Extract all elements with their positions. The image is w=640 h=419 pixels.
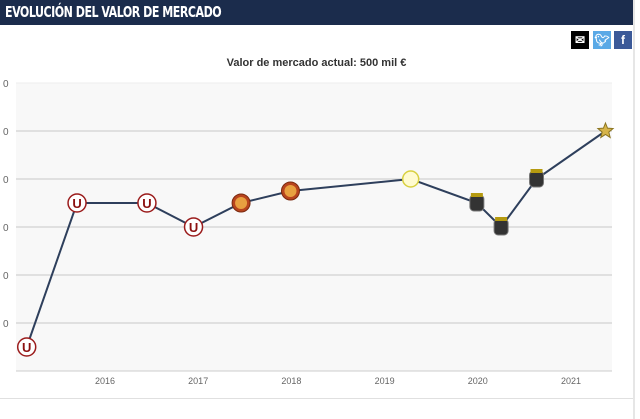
club-crest-letter: U [189,220,198,235]
x-tick-label: 2020 [468,376,488,386]
club-crest-crown [495,217,508,221]
facebook-icon[interactable]: f [614,31,632,49]
x-tick-label: 2017 [188,376,208,386]
club-crest-letter: U [72,196,81,211]
club-crest-marker [596,121,615,139]
club-crest-marker [493,218,509,236]
y-tick-label: 0 [3,271,9,282]
envelope-icon[interactable]: ✉ [571,31,589,49]
twitter-icon[interactable]: 🐦︎ [593,31,611,49]
club-crest-letter: U [22,340,31,355]
club-crest-inner [284,185,297,197]
club-crest-marker [469,194,485,212]
club-crest-marker [67,193,87,213]
club-crest-crown [470,193,483,197]
club-crest-marker [183,217,204,237]
club-crest-letter: U [142,196,151,211]
x-tick-label: 2021 [561,376,581,386]
y-tick-label: 0 [3,223,9,234]
club-crest-crown [530,169,543,173]
club-crest-inner [235,197,248,209]
club-crest-marker [16,337,37,357]
current-market-value: Valor de mercado actual: 500 mil € [226,57,407,69]
club-crest-marker [401,170,420,188]
y-tick-label: 0 [3,79,9,90]
club-crest-marker [137,193,157,213]
section-title: EVOLUCIÓN DEL VALOR DE MERCADO [5,3,222,21]
section-header: EVOLUCIÓN DEL VALOR DE MERCADO [0,0,633,25]
club-crest-marker [529,170,545,188]
y-tick-label: 0 [3,319,9,330]
right-border [633,0,635,419]
divider [0,398,633,399]
x-tick-label: 2016 [95,376,115,386]
x-tick-label: 2018 [281,376,301,386]
y-tick-label: 0 [3,127,9,138]
y-tick-label: 0 [3,175,9,186]
x-tick-label: 2019 [375,376,395,386]
